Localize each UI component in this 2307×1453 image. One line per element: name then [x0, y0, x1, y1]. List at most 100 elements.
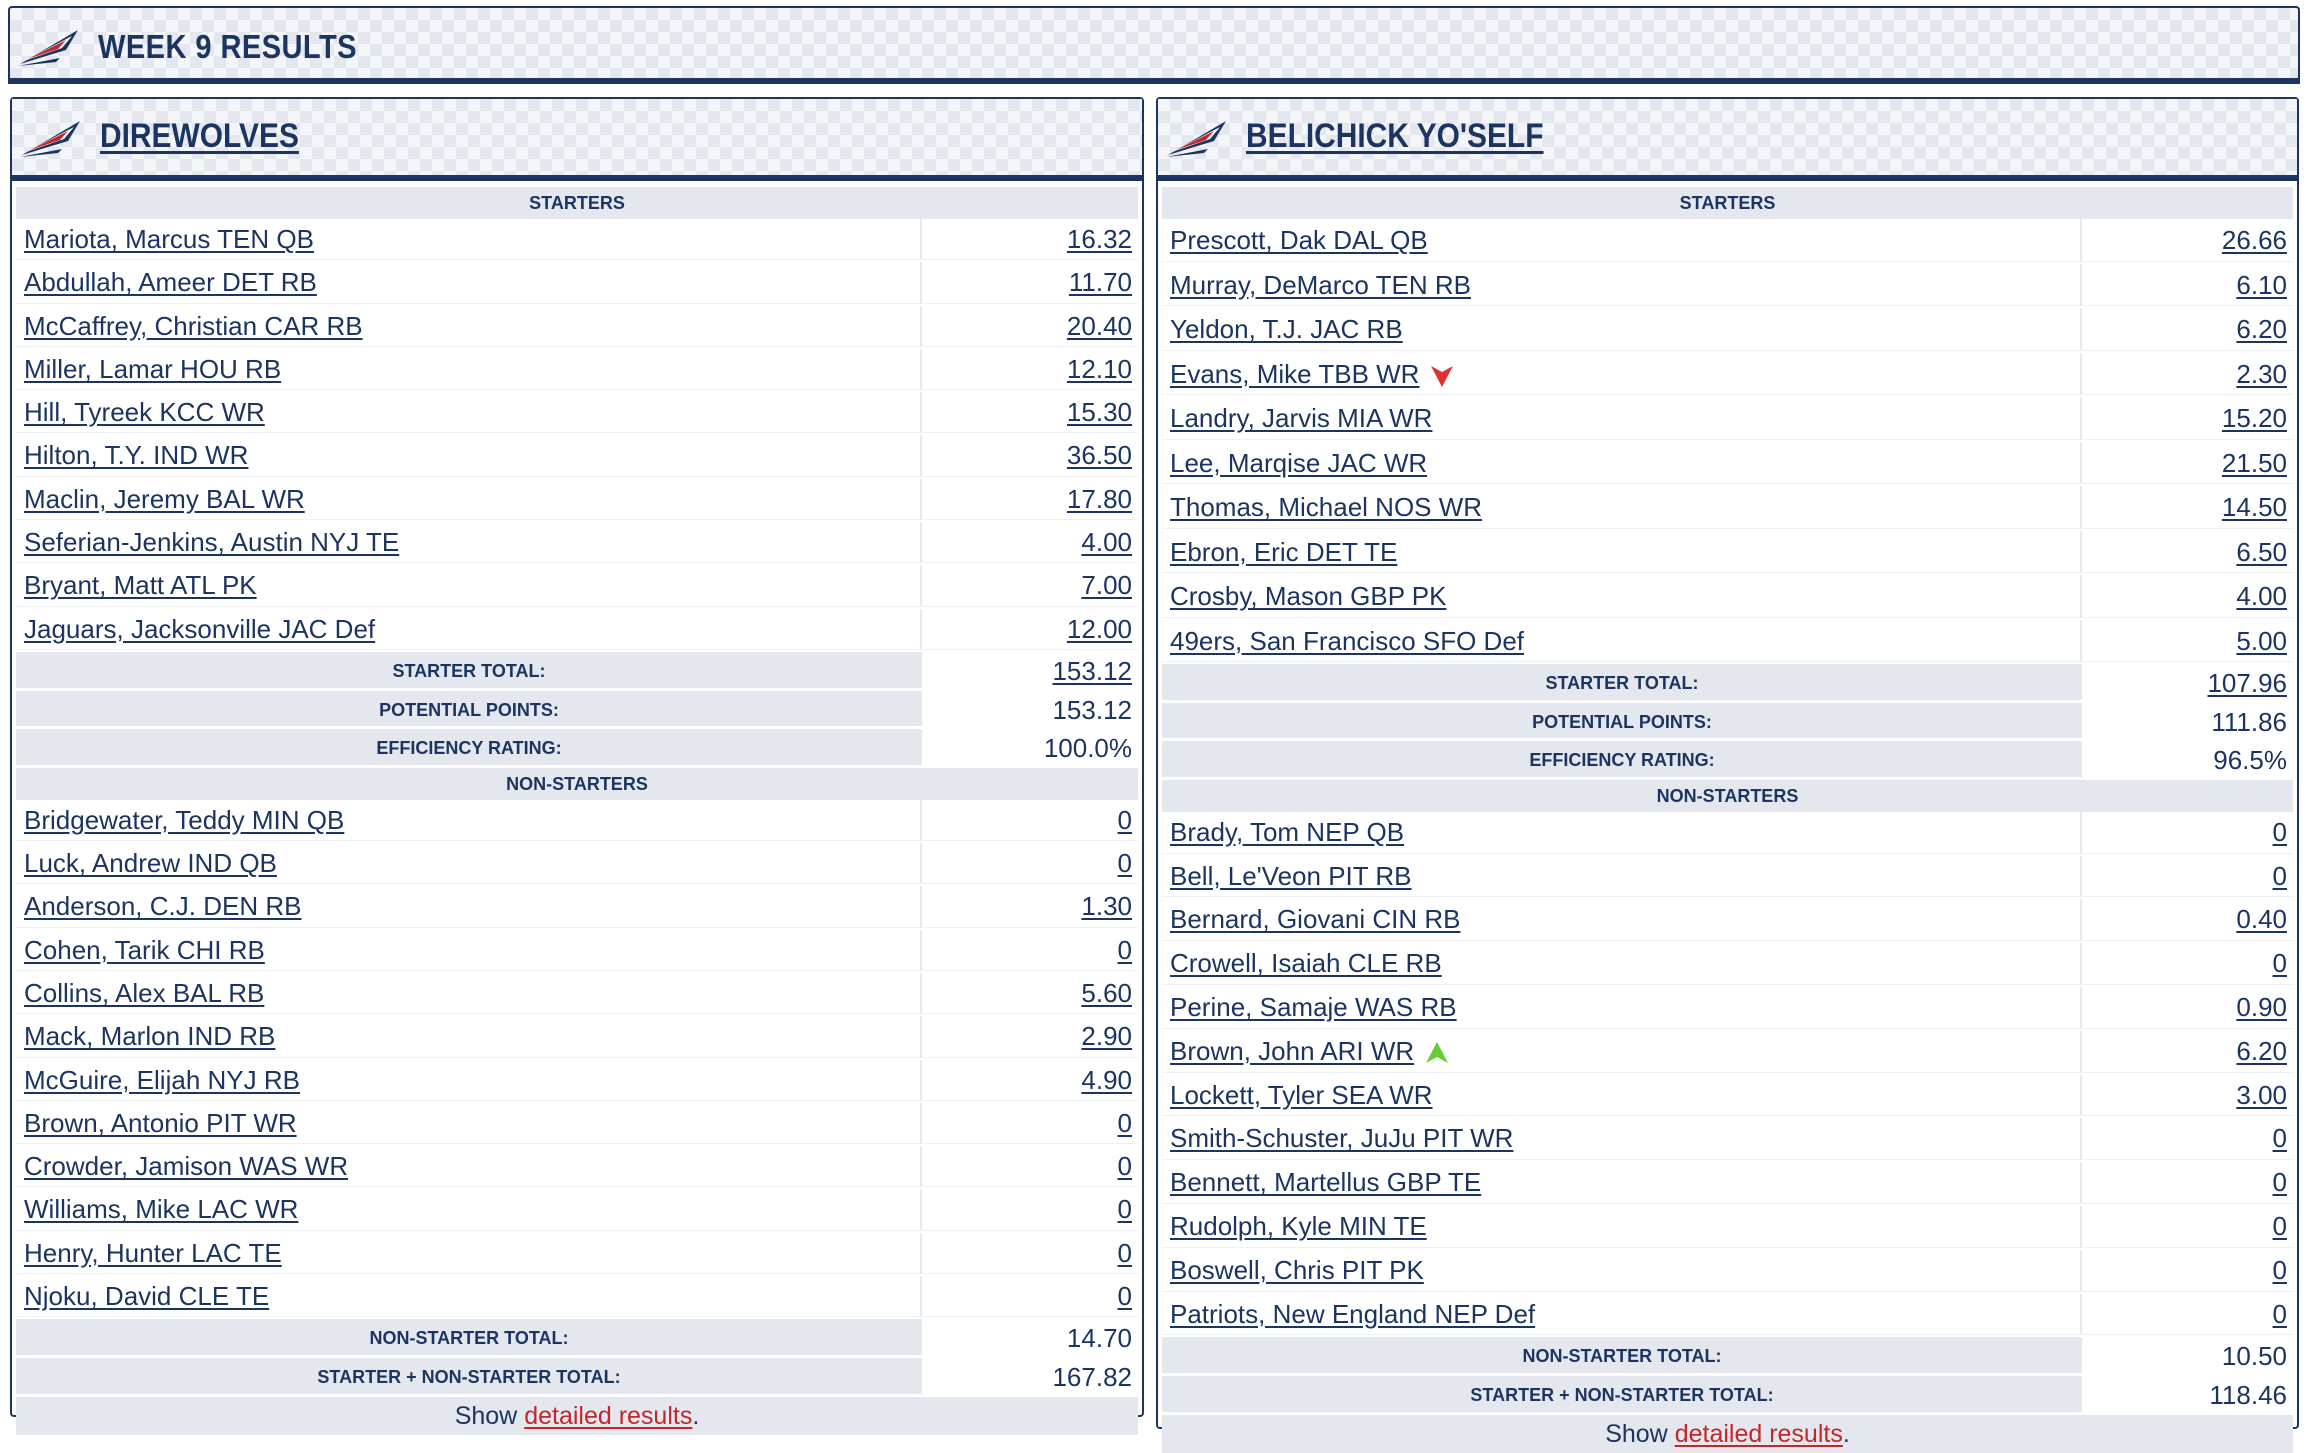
player-link[interactable]: McGuire, Elijah NYJ RB: [24, 1064, 300, 1095]
player-link[interactable]: Abdullah, Ameer DET RB: [24, 267, 317, 298]
player-link[interactable]: Landry, Jarvis MIA WR: [1170, 403, 1433, 433]
points-link[interactable]: 0: [1117, 1151, 1132, 1182]
player-link[interactable]: Hill, Tyreek KCC WR: [24, 397, 265, 428]
points-link[interactable]: 4.00: [1081, 527, 1132, 558]
player-link[interactable]: Lee, Marqise JAC WR: [1170, 447, 1428, 478]
player-link[interactable]: Jaguars, Jacksonville JAC Def: [24, 613, 376, 644]
points-link[interactable]: 6.10: [2236, 269, 2287, 300]
player-link[interactable]: Crowell, Isaiah CLE RB: [1170, 948, 1442, 979]
points-link[interactable]: 4.90: [1081, 1064, 1132, 1095]
points-link[interactable]: 0: [2272, 1210, 2287, 1241]
points-link[interactable]: 4.00: [2236, 581, 2287, 611]
points-link[interactable]: 15.30: [1066, 397, 1132, 428]
team-name-link[interactable]: DIREWOLVES: [100, 117, 299, 155]
player-link[interactable]: Bernard, Giovani CIN RB: [1170, 904, 1461, 935]
player-link[interactable]: Anderson, C.J. DEN RB: [24, 891, 302, 922]
player-link[interactable]: Ebron, Eric DET TE: [1170, 536, 1398, 567]
points-link[interactable]: 0: [1117, 804, 1132, 835]
nonstarters-header: NON-STARTERS: [1162, 779, 2293, 812]
player-link[interactable]: Crosby, Mason GBP PK: [1170, 581, 1447, 611]
points-link[interactable]: 2.90: [1081, 1021, 1132, 1052]
points-cell: 0: [922, 1233, 1138, 1275]
points-link[interactable]: 0: [2272, 1298, 2287, 1329]
points-link[interactable]: 0: [1117, 1107, 1132, 1138]
points-link[interactable]: 21.50: [2221, 447, 2287, 478]
potential-points-row: POTENTIAL POINTS: 111.86: [1162, 702, 2293, 742]
player-link[interactable]: Hilton, T.Y. IND WR: [24, 440, 249, 471]
points-link[interactable]: 0: [1117, 1281, 1132, 1312]
player-link[interactable]: Brown, Antonio PIT WR: [24, 1107, 297, 1138]
player-link[interactable]: Bell, Le'Veon PIT RB: [1170, 860, 1412, 891]
points-link[interactable]: 7.00: [1081, 570, 1132, 601]
nonstarter-row: McGuire, Elijah NYJ RB 4.90: [16, 1059, 1138, 1103]
player-link[interactable]: Rudolph, Kyle MIN TE: [1170, 1210, 1427, 1241]
player-link[interactable]: Williams, Mike LAC WR: [24, 1194, 299, 1225]
points-link[interactable]: 1.30: [1081, 891, 1132, 922]
detailed-results-link[interactable]: detailed results: [1674, 1419, 1843, 1448]
points-link[interactable]: 6.20: [2236, 1035, 2287, 1066]
player-link[interactable]: Patriots, New England NEP Def: [1170, 1298, 1536, 1329]
player-link[interactable]: Collins, Alex BAL RB: [24, 977, 265, 1008]
points-link[interactable]: 12.10: [1066, 353, 1132, 384]
player-link[interactable]: Prescott, Dak DAL QB: [1170, 225, 1428, 255]
player-link[interactable]: Bennett, Martellus GBP TE: [1170, 1167, 1482, 1198]
points-link[interactable]: 0: [2272, 1123, 2287, 1154]
points-link[interactable]: 17.80: [1066, 483, 1132, 514]
player-link[interactable]: Miller, Lamar HOU RB: [24, 353, 282, 384]
points-link[interactable]: 0.40: [2236, 904, 2287, 935]
points-link[interactable]: 14.50: [2221, 492, 2287, 522]
player-link[interactable]: Lockett, Tyler SEA WR: [1170, 1079, 1433, 1110]
player-link[interactable]: Murray, DeMarco TEN RB: [1170, 269, 1471, 300]
player-link[interactable]: Njoku, David CLE TE: [24, 1281, 270, 1312]
player-link[interactable]: Cohen, Tarik CHI RB: [24, 934, 265, 965]
player-link[interactable]: Evans, Mike TBB WR: [1170, 358, 1420, 389]
points-link[interactable]: 0: [1117, 1237, 1132, 1268]
summary-value-text: 153.12: [1052, 694, 1132, 725]
points-link[interactable]: 0: [2272, 1167, 2287, 1198]
player-link[interactable]: Maclin, Jeremy BAL WR: [24, 483, 305, 514]
summary-value-link[interactable]: 153.12: [1052, 655, 1132, 686]
player-link[interactable]: Brown, John ARI WR: [1170, 1035, 1415, 1066]
points-link[interactable]: 0: [2272, 1254, 2287, 1285]
points-link[interactable]: 0.90: [2236, 991, 2287, 1022]
points-link[interactable]: 2.30: [2236, 358, 2287, 389]
detailed-results-link[interactable]: detailed results: [524, 1401, 693, 1430]
points-link[interactable]: 5.00: [2236, 625, 2287, 656]
points-link[interactable]: 6.50: [2236, 536, 2287, 567]
player-link[interactable]: Boswell, Chris PIT PK: [1170, 1254, 1424, 1285]
player-link[interactable]: Yeldon, T.J. JAC RB: [1170, 314, 1403, 344]
points-link[interactable]: 3.00: [2236, 1079, 2287, 1110]
player-link[interactable]: Perine, Samaje WAS RB: [1170, 991, 1457, 1022]
points-link[interactable]: 0: [1117, 934, 1132, 965]
points-link[interactable]: 15.20: [2221, 403, 2287, 433]
player-link[interactable]: 49ers, San Francisco SFO Def: [1170, 625, 1525, 656]
points-link[interactable]: 20.40: [1066, 310, 1132, 341]
points-link[interactable]: 0: [1117, 848, 1132, 879]
summary-value-text: 111.86: [2211, 706, 2287, 737]
points-link[interactable]: 6.20: [2236, 314, 2287, 344]
player-link[interactable]: Thomas, Michael NOS WR: [1170, 492, 1483, 522]
points-link[interactable]: 36.50: [1066, 440, 1132, 471]
points-link[interactable]: 0: [2272, 948, 2287, 979]
team-name-link[interactable]: BELICHICK YO'SELF: [1246, 117, 1544, 155]
player-link[interactable]: Henry, Hunter LAC TE: [24, 1237, 282, 1268]
points-link[interactable]: 5.60: [1081, 977, 1132, 1008]
points-link[interactable]: 0: [1117, 1194, 1132, 1225]
player-link[interactable]: McCaffrey, Christian CAR RB: [24, 310, 363, 341]
player-link[interactable]: Bryant, Matt ATL PK: [24, 570, 257, 601]
points-link[interactable]: 0: [2272, 816, 2287, 847]
player-link[interactable]: Brady, Tom NEP QB: [1170, 816, 1405, 847]
points-link[interactable]: 0: [2272, 860, 2287, 891]
player-link[interactable]: Luck, Andrew IND QB: [24, 848, 277, 879]
player-link[interactable]: Seferian-Jenkins, Austin NYJ TE: [24, 527, 400, 558]
player-link[interactable]: Bridgewater, Teddy MIN QB: [24, 804, 345, 835]
points-link[interactable]: 26.66: [2221, 225, 2287, 255]
player-link[interactable]: Mack, Marlon IND RB: [24, 1021, 276, 1052]
summary-value-link[interactable]: 107.96: [2207, 668, 2287, 698]
points-link[interactable]: 12.00: [1066, 613, 1132, 644]
player-link[interactable]: Crowder, Jamison WAS WR: [24, 1151, 349, 1182]
points-link[interactable]: 11.70: [1068, 267, 1132, 298]
player-link[interactable]: Smith-Schuster, JuJu PIT WR: [1170, 1123, 1514, 1154]
player-link[interactable]: Mariota, Marcus TEN QB: [24, 224, 314, 254]
points-link[interactable]: 16.32: [1066, 224, 1132, 254]
